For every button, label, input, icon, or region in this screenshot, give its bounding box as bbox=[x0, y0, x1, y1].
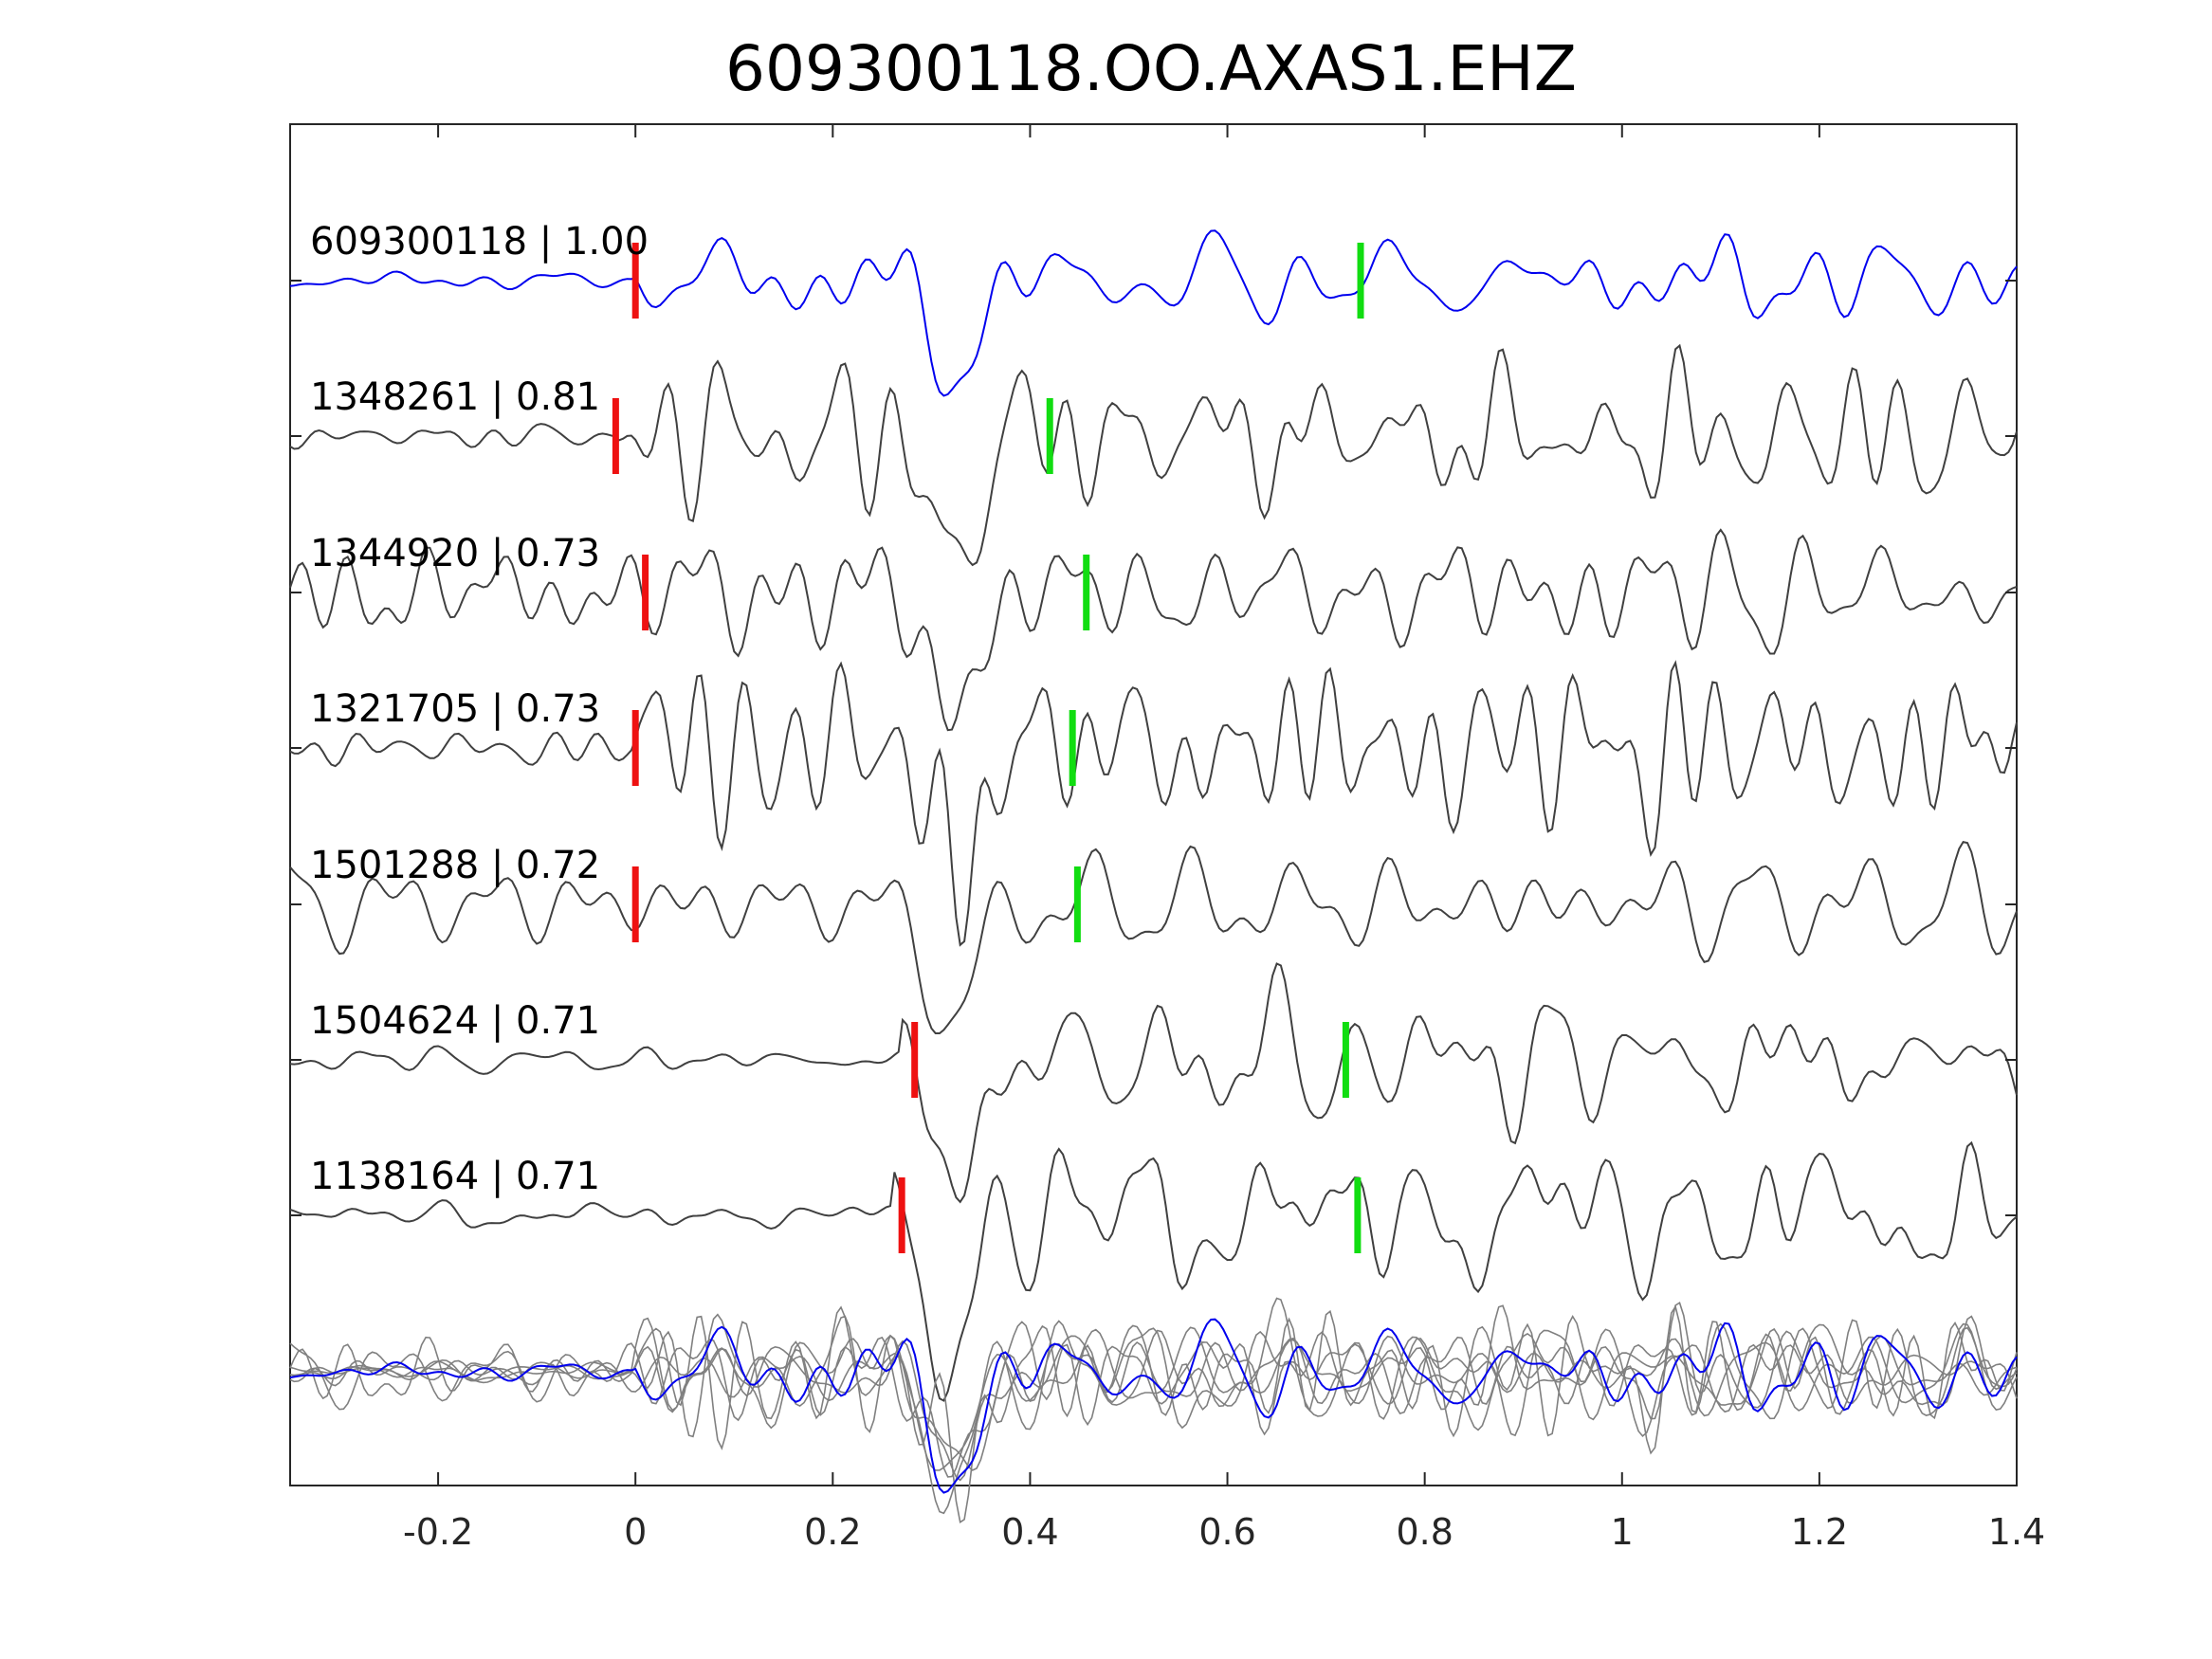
pick-markers bbox=[612, 243, 1364, 1253]
trace-line bbox=[289, 660, 2018, 947]
trace-label: 609300118 | 1.00 bbox=[310, 220, 649, 264]
trace-label: 1344920 | 0.73 bbox=[310, 532, 600, 575]
overlay-trace bbox=[289, 1301, 2018, 1471]
trace-line bbox=[289, 1140, 2018, 1402]
trace-group bbox=[289, 229, 2018, 1402]
plot-area: 609300118 | 1.00 1348261 | 0.81 1344920 | … bbox=[289, 123, 2045, 1553]
trace-line bbox=[289, 343, 2018, 567]
x-tick-label: 0.2 bbox=[804, 1511, 861, 1553]
trace-line bbox=[289, 840, 2018, 1034]
x-axis: -0.2 0 0.2 0.4 0.6 0.8 1 1.2 1.4 bbox=[403, 124, 2045, 1553]
overlay-trace bbox=[289, 1322, 2018, 1478]
trace-line bbox=[289, 528, 2018, 732]
x-tick-label: 0.4 bbox=[1001, 1511, 1058, 1553]
overlay-stack-group bbox=[289, 1297, 2018, 1524]
x-tick-label: 1 bbox=[1611, 1511, 1634, 1553]
x-tick-label: 1.4 bbox=[1988, 1511, 2045, 1553]
x-tick-label: -0.2 bbox=[403, 1511, 473, 1553]
x-tick-label: 0 bbox=[624, 1511, 647, 1553]
x-tick-label: 0.6 bbox=[1198, 1511, 1255, 1553]
chart-title: 609300118.OO.AXAS1.EHZ bbox=[725, 32, 1577, 105]
trace-label: 1138164 | 0.71 bbox=[310, 1155, 600, 1198]
trace-line bbox=[289, 962, 2018, 1204]
overlay-trace bbox=[289, 1318, 2018, 1494]
x-tick-label: 0.8 bbox=[1396, 1511, 1453, 1553]
x-tick-label: 1.2 bbox=[1791, 1511, 1848, 1553]
trace-label: 1321705 | 0.73 bbox=[310, 687, 600, 731]
trace-labels: 609300118 | 1.00 1348261 | 0.81 1344920 | … bbox=[310, 220, 649, 1198]
axes-box bbox=[289, 123, 2018, 1486]
trace-label: 1501288 | 0.72 bbox=[310, 844, 600, 887]
trace-label: 1504624 | 0.71 bbox=[310, 999, 600, 1043]
trace-label: 1348261 | 0.81 bbox=[310, 375, 600, 419]
trace-line bbox=[289, 229, 2018, 397]
overlay-trace bbox=[289, 1297, 2018, 1482]
